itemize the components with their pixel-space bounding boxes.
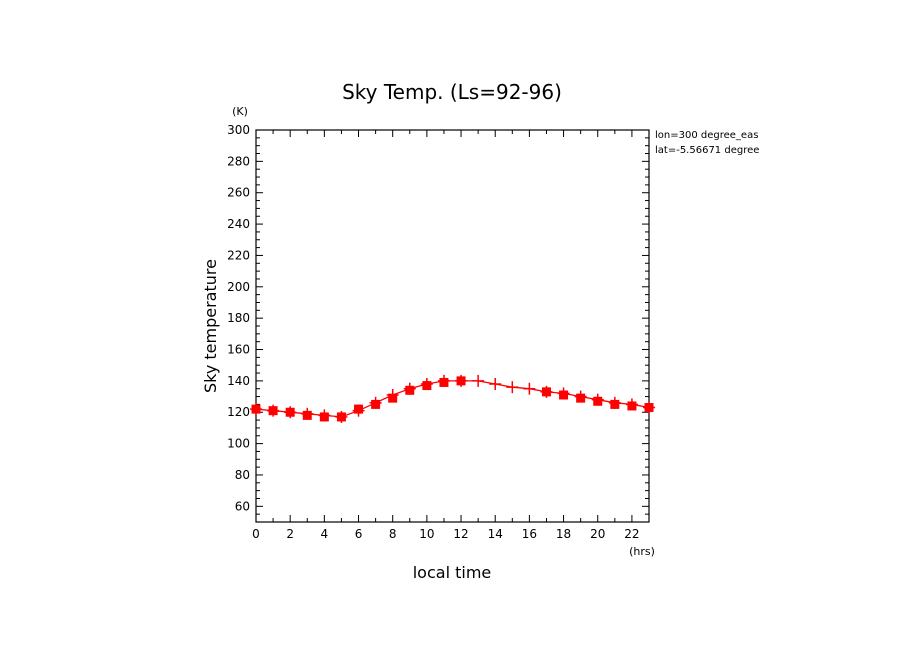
- y-tick-label: 220: [227, 248, 250, 262]
- y-tick-label: 120: [227, 405, 250, 419]
- y-tick-label: 140: [227, 374, 250, 388]
- x-tick-label: 4: [321, 527, 329, 541]
- square-marker: [456, 376, 466, 386]
- square-marker: [610, 399, 620, 409]
- square-marker: [576, 393, 586, 403]
- square-marker: [422, 381, 432, 391]
- x-tick-label: 18: [556, 527, 571, 541]
- cross-marker: [506, 381, 519, 394]
- y-tick-label: 200: [227, 280, 250, 294]
- plot-axes: 60 80 100 120 140 160 180 200 220 240 260 280 300 0 2 4…: [227, 123, 650, 541]
- cross-marker: [489, 378, 502, 391]
- annotation-lat: lat=-5.56671 degree: [655, 145, 759, 156]
- square-marker: [541, 387, 551, 397]
- square-marker: [644, 403, 654, 413]
- square-marker: [268, 406, 278, 416]
- x-axis-label: local time: [413, 563, 492, 582]
- x-tick-label: 10: [419, 527, 434, 541]
- y-tick-label: 280: [227, 154, 250, 168]
- x-tick-label: 20: [590, 527, 605, 541]
- square-marker: [439, 377, 449, 387]
- x-tick-label: 22: [624, 527, 639, 541]
- square-marker: [388, 393, 398, 403]
- y-tick-label: 300: [227, 123, 250, 137]
- plot-marks: [250, 374, 655, 423]
- x-tick-label: 8: [389, 527, 397, 541]
- square-marker: [285, 407, 295, 417]
- square-marker: [336, 412, 346, 422]
- plot-frame: [255, 129, 650, 523]
- square-marker: [319, 412, 329, 422]
- cross-marker: [472, 374, 485, 387]
- x-tick-label: 14: [488, 527, 503, 541]
- y-tick-label: 240: [227, 217, 250, 231]
- x-unit-label: (hrs): [629, 545, 655, 558]
- square-marker: [371, 399, 381, 409]
- square-marker: [302, 410, 312, 420]
- chart-title: Sky Temp. (Ls=92-96): [342, 80, 562, 104]
- cross-marker: [523, 382, 536, 395]
- y-tick-label: 80: [235, 468, 250, 482]
- y-tick-label: 180: [227, 311, 250, 325]
- y-tick-label: 60: [235, 499, 250, 513]
- square-marker: [251, 404, 261, 414]
- x-tick-label: 0: [252, 527, 260, 541]
- square-marker: [627, 401, 637, 411]
- y-axis-label: Sky temperature: [201, 259, 220, 393]
- series-line: [255, 380, 650, 418]
- y-unit-label: (K): [232, 105, 248, 118]
- annotation-lon: lon=300 degree_eas: [655, 130, 758, 141]
- square-marker: [354, 404, 364, 414]
- square-marker: [405, 385, 415, 395]
- y-tick-label: 160: [227, 343, 250, 357]
- square-marker: [559, 390, 569, 400]
- y-tick-label: 260: [227, 186, 250, 200]
- y-tick-label: 100: [227, 437, 250, 451]
- x-tick-label: 12: [453, 527, 468, 541]
- square-marker: [593, 396, 603, 406]
- x-tick-label: 2: [286, 527, 294, 541]
- x-tick-label: 6: [355, 527, 363, 541]
- x-tick-label: 16: [522, 527, 537, 541]
